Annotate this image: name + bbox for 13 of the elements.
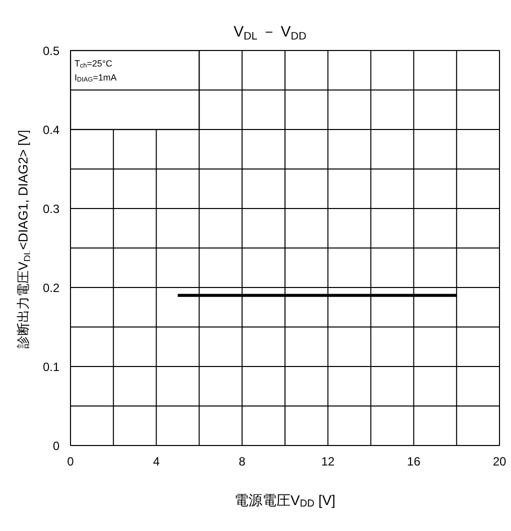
y-tick-label: 0.5 [42,44,60,58]
x-tick-label: 20 [492,454,506,468]
y-tick-label: 0.3 [42,202,60,216]
x-tick-label: 8 [238,454,246,468]
x-tick-label: 16 [407,454,421,468]
y-axis-title: 診断出力電圧VDL<DIAG1, DIAG2> [V] [16,130,32,348]
y-tick-label: 0.2 [42,281,60,295]
x-tick-label: 4 [152,454,160,468]
y-tick-label: 0.4 [42,123,60,137]
y-tick-label: 0.1 [42,360,60,374]
y-tick-label: 0 [52,439,60,453]
x-tick-label: 12 [321,454,335,468]
x-tick-label: 0 [67,454,74,468]
